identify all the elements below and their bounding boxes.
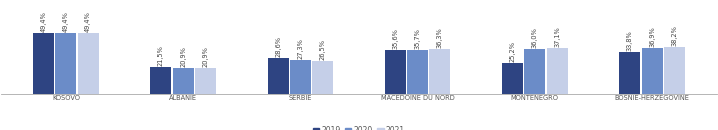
Text: 25,2%: 25,2%: [510, 41, 516, 62]
Text: 27,3%: 27,3%: [297, 38, 304, 59]
Bar: [664, 47, 685, 94]
Bar: [150, 67, 172, 94]
Text: 26,5%: 26,5%: [320, 39, 326, 60]
Bar: [642, 48, 663, 94]
Text: 38,2%: 38,2%: [671, 25, 677, 46]
Text: 49,4%: 49,4%: [41, 11, 47, 32]
Bar: [312, 61, 333, 94]
Bar: [502, 63, 523, 94]
Text: 20,9%: 20,9%: [202, 46, 208, 67]
Text: 36,0%: 36,0%: [532, 27, 538, 48]
Text: 33,8%: 33,8%: [627, 30, 633, 51]
Bar: [268, 58, 289, 94]
Text: 37,1%: 37,1%: [554, 26, 560, 47]
Bar: [429, 49, 450, 94]
Bar: [55, 33, 76, 94]
Text: 28,6%: 28,6%: [275, 36, 281, 57]
Bar: [172, 68, 194, 94]
Bar: [546, 48, 568, 94]
Text: 35,7%: 35,7%: [414, 28, 421, 49]
Text: 20,9%: 20,9%: [180, 46, 186, 67]
Text: 21,5%: 21,5%: [158, 45, 164, 66]
Bar: [33, 33, 54, 94]
Text: 36,3%: 36,3%: [437, 27, 443, 48]
Bar: [290, 60, 311, 94]
Bar: [524, 49, 546, 94]
Bar: [407, 50, 428, 94]
Text: 35,6%: 35,6%: [392, 28, 398, 49]
Bar: [195, 68, 216, 94]
Bar: [620, 52, 640, 94]
Text: 36,9%: 36,9%: [649, 27, 655, 47]
Text: 49,4%: 49,4%: [63, 11, 69, 32]
Legend: 2019, 2020, 2021: 2019, 2020, 2021: [310, 123, 408, 130]
Bar: [78, 33, 98, 94]
Bar: [385, 50, 406, 94]
Text: 49,4%: 49,4%: [85, 11, 91, 32]
